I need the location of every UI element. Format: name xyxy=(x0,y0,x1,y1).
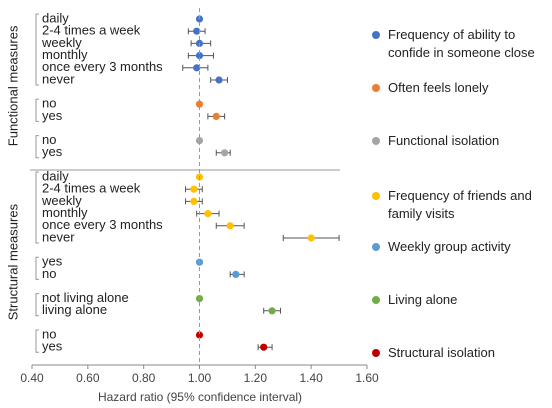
row-label: never xyxy=(42,229,75,244)
bracket xyxy=(35,135,39,159)
legend-entry: Weekly group activity xyxy=(372,238,550,256)
row-label: once every 3 months xyxy=(42,217,163,232)
legend-marker xyxy=(372,349,380,357)
point xyxy=(190,185,198,193)
legend-entry: Often feels lonely xyxy=(372,79,550,97)
x-tick-label: 1.40 xyxy=(299,371,323,385)
legend-label: Structural isolation xyxy=(388,345,495,360)
bracket xyxy=(35,171,39,244)
legend-label: Frequency of ability to confide in someo… xyxy=(388,27,535,60)
legend-entry: Functional isolation xyxy=(372,132,550,150)
bracket xyxy=(35,329,39,353)
legend-marker xyxy=(372,84,380,92)
x-tick-label: 0.40 xyxy=(20,371,44,385)
bracket xyxy=(35,13,39,86)
point xyxy=(195,137,204,145)
row-label: 2-4 times a week xyxy=(42,23,141,38)
row-label: yes xyxy=(42,144,63,159)
point xyxy=(221,149,229,157)
x-tick-label: 1.00 xyxy=(188,371,212,385)
legend-entry: Frequency of friends and family visits xyxy=(372,187,550,223)
legend-label: Frequency of friends and family visits xyxy=(388,188,532,221)
row-label: daily xyxy=(42,10,69,25)
row-label: weekly xyxy=(41,193,82,208)
legend-label: Living alone xyxy=(388,292,458,307)
point xyxy=(268,307,276,315)
row-label: monthly xyxy=(42,47,88,62)
row-label: living alone xyxy=(42,302,107,317)
legend-marker xyxy=(372,243,380,251)
point xyxy=(215,76,223,84)
legend-label: Functional isolation xyxy=(388,133,500,148)
legend-marker xyxy=(372,31,380,39)
legend-marker xyxy=(372,192,380,200)
bracket xyxy=(35,293,39,317)
point xyxy=(212,112,220,120)
point xyxy=(190,197,198,205)
legend-entry: Frequency of ability to confide in someo… xyxy=(372,26,550,62)
point xyxy=(226,222,234,230)
point xyxy=(195,100,204,108)
group-label: Functional measures xyxy=(5,25,20,146)
row-label: no xyxy=(42,132,56,147)
point xyxy=(232,270,240,278)
row-label: 2-4 times a week xyxy=(42,181,141,196)
point xyxy=(260,343,268,351)
bracket xyxy=(35,98,39,122)
point xyxy=(307,234,315,242)
row-label: yes xyxy=(42,254,63,269)
row-label: yes xyxy=(42,108,63,123)
row-label: no xyxy=(42,96,56,111)
row-label: yes xyxy=(42,339,63,354)
legend-label: Often feels lonely xyxy=(388,80,489,95)
row-label: never xyxy=(42,71,75,86)
legend-label: Weekly group activity xyxy=(388,239,511,254)
point xyxy=(195,52,204,60)
point xyxy=(195,331,204,339)
row-label: not living alone xyxy=(42,290,129,305)
row-label: no xyxy=(42,266,56,281)
point xyxy=(204,210,212,218)
bracket xyxy=(35,256,39,280)
x-tick-label: 0.80 xyxy=(132,371,156,385)
x-tick-label: 0.60 xyxy=(76,371,100,385)
row-label: no xyxy=(42,326,56,341)
x-axis-title: Hazard ratio (95% confidence interval) xyxy=(98,390,302,404)
legend-entry: Structural isolation xyxy=(372,344,550,362)
legend-marker xyxy=(372,137,380,145)
legend-entry: Living alone xyxy=(372,291,550,309)
point xyxy=(193,64,201,72)
x-tick-label: 1.60 xyxy=(355,371,379,385)
row-label: daily xyxy=(42,168,69,183)
point xyxy=(193,27,201,35)
row-label: monthly xyxy=(42,205,88,220)
x-tick-label: 1.20 xyxy=(244,371,268,385)
group-label: Structural measures xyxy=(5,203,20,320)
row-label: once every 3 months xyxy=(42,59,163,74)
row-label: weekly xyxy=(41,35,82,50)
legend-marker xyxy=(372,296,380,304)
